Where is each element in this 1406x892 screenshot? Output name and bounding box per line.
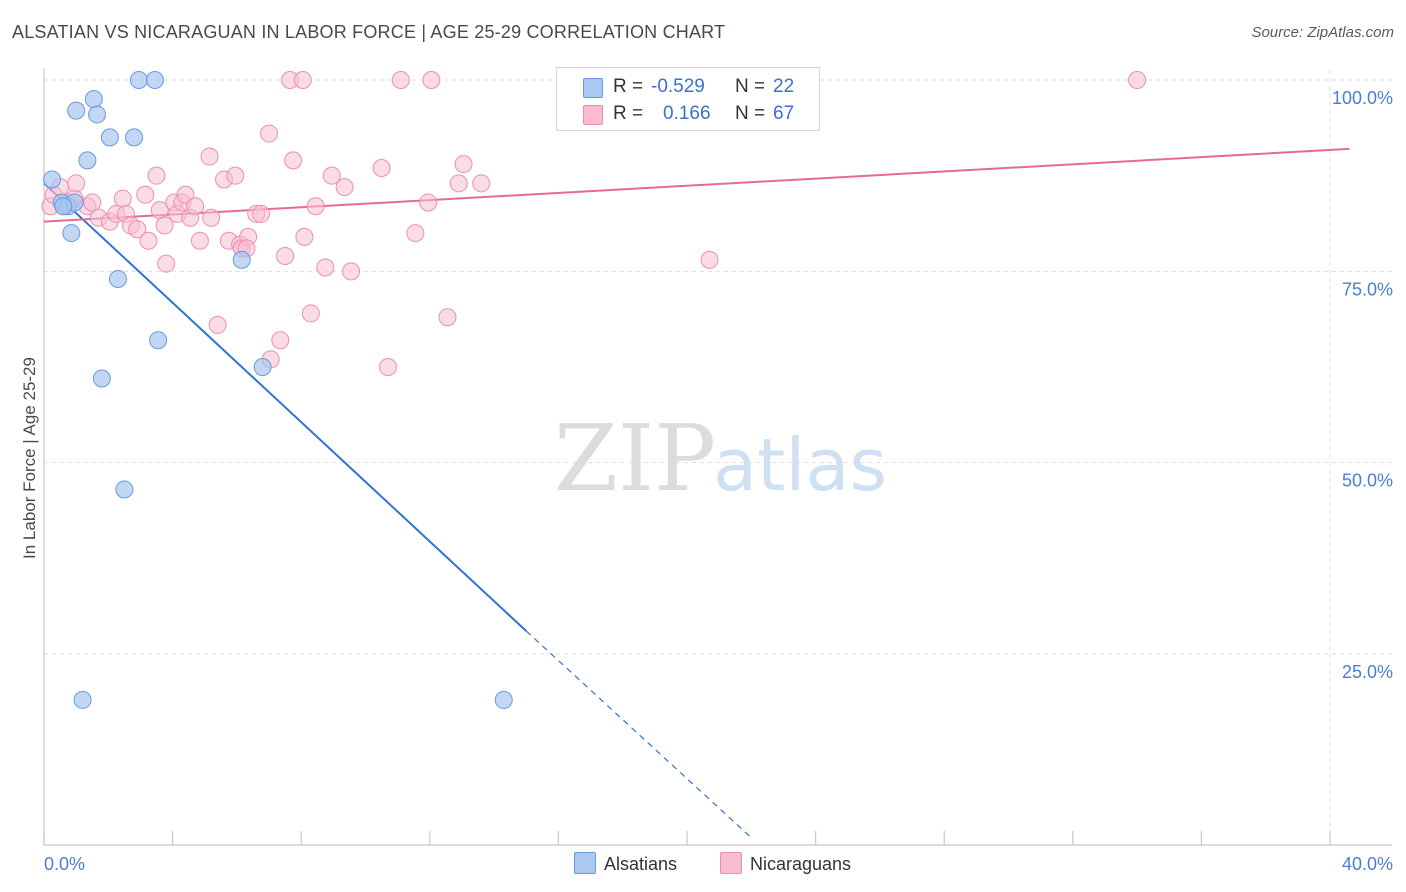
bottom-legend-label: Alsatians: [604, 854, 678, 874]
nicaraguan-point: [449, 174, 468, 193]
nicaraguan-point: [136, 185, 155, 204]
data-points: [41, 71, 1147, 709]
nicaraguan-point: [176, 185, 195, 204]
nicaraguan-point: [186, 197, 205, 216]
nicaraguan-point: [422, 71, 441, 89]
legend-n-value: 67: [773, 103, 795, 124]
alsatian-point: [108, 269, 127, 288]
legend-r-value: -0.529: [651, 76, 705, 97]
bottom-legend-swatch-blue: [574, 852, 596, 874]
alsatian-point: [232, 250, 251, 269]
bottom-legend-label: Nicaraguans: [750, 854, 852, 874]
nicaraguan-point: [226, 166, 245, 185]
nicaraguan-point: [406, 224, 425, 243]
legend-r-value: 0.166: [663, 103, 711, 124]
legend-swatch-pink: [583, 105, 603, 125]
legend-n-label: N =: [735, 103, 766, 124]
alsatian-point: [43, 170, 62, 189]
y-tick-label: 25.0%: [1342, 662, 1393, 682]
alsatian-point: [62, 224, 81, 243]
nicaraguan-point: [252, 204, 271, 223]
bottom-legend-swatch-pink: [720, 852, 742, 874]
watermark-atlas: atlas: [713, 423, 887, 507]
alsatian-point: [92, 369, 111, 388]
nicaraguan-point: [372, 159, 391, 178]
nicaraguan-point: [113, 189, 132, 208]
nicaraguan-point: [342, 262, 361, 281]
nicaraguan-point: [271, 331, 290, 350]
nicaraguan-point: [284, 151, 303, 170]
nicaraguan-point: [157, 254, 176, 273]
nicaraguan-point: [295, 227, 314, 246]
alsatians-trend-line: [43, 182, 527, 632]
nicaraguan-point: [438, 308, 457, 327]
alsatian-point: [253, 358, 272, 376]
legend-n-label: N =: [735, 76, 766, 97]
nicaraguans-trend-line: [43, 147, 1350, 223]
nicaraguan-point: [700, 250, 719, 269]
alsatian-point: [129, 71, 148, 89]
legend-n-value: 22: [773, 76, 795, 97]
x-tick-label: 0.0%: [44, 854, 85, 874]
nicaraguan-point: [454, 155, 473, 174]
alsatian-point: [149, 331, 168, 350]
nicaraguan-point: [301, 304, 320, 323]
nicaraguan-point: [1128, 71, 1147, 89]
watermark-zip: ZIP: [554, 405, 716, 512]
y-tick-label: 100.0%: [1332, 88, 1393, 108]
alsatian-point: [54, 197, 73, 216]
nicaraguan-point: [391, 71, 410, 89]
nicaraguan-point: [190, 231, 209, 250]
legend-r-label: R =: [613, 76, 644, 97]
nicaraguan-point: [472, 174, 491, 193]
nicaraguan-point: [306, 197, 325, 216]
nicaraguan-point: [276, 247, 295, 266]
alsatian-point: [84, 90, 103, 109]
nicaraguan-point: [293, 71, 312, 89]
alsatian-point: [78, 151, 97, 170]
nicaraguan-point: [316, 258, 335, 277]
alsatians-trend-extension: [525, 630, 752, 839]
alsatian-point: [115, 480, 134, 499]
nicaraguan-point: [419, 193, 438, 212]
alsatian-point: [494, 690, 513, 709]
watermark: ZIP atlas: [554, 405, 887, 512]
bottom-legend-nicaraguans: Nicaraguans: [720, 852, 851, 875]
bottom-legend-alsatians: Alsatians: [574, 852, 677, 875]
x-tick-label: 40.0%: [1342, 854, 1393, 874]
nicaraguan-point: [155, 216, 174, 235]
alsatian-point: [125, 128, 144, 147]
tick-labels: 25.0% 50.0% 75.0% 100.0% 0.0% 40.0%: [44, 88, 1393, 874]
source-label: Source: ZipAtlas.com: [1251, 24, 1394, 41]
nicaraguan-point: [200, 147, 219, 166]
alsatian-point: [67, 101, 86, 120]
nicaraguan-point: [67, 174, 86, 193]
nicaraguan-point: [335, 178, 354, 197]
nicaraguan-point: [83, 193, 102, 212]
alsatian-point: [145, 71, 164, 89]
nicaraguan-point: [128, 220, 147, 239]
nicaraguan-point: [202, 208, 221, 227]
alsatian-point: [100, 128, 119, 147]
chart-title: ALSATIAN VS NICARAGUAN IN LABOR FORCE | …: [12, 22, 726, 42]
nicaraguan-point: [260, 124, 279, 143]
legend-r-label: R =: [613, 103, 644, 124]
legend-swatch-blue: [583, 78, 603, 98]
nicaraguan-point: [322, 166, 341, 185]
axes: [43, 68, 1392, 846]
nicaraguan-point: [379, 358, 398, 376]
correlation-legend: R = -0.529 N = 22 R = 0.166 N = 67: [556, 67, 820, 131]
alsatian-point: [73, 690, 92, 709]
y-tick-label: 75.0%: [1342, 279, 1393, 299]
nicaraguan-point: [139, 231, 158, 250]
nicaraguan-point: [147, 166, 166, 185]
y-tick-label: 50.0%: [1342, 471, 1393, 491]
nicaraguan-point: [208, 315, 227, 334]
alsatian-point: [88, 105, 107, 124]
